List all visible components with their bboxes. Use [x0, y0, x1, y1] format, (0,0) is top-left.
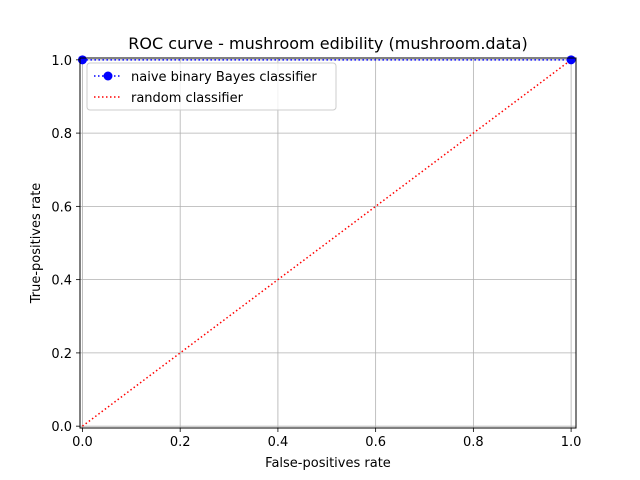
- x-tick-label: 0.8: [463, 435, 484, 450]
- legend-box: [86, 62, 337, 111]
- legend-marker-naive-bayes: [103, 71, 113, 81]
- y-tick-label: 1.0: [51, 54, 72, 69]
- legend-label-naive-bayes: naive binary Bayes classifier: [131, 70, 317, 85]
- y-tick-label: 0.4: [51, 274, 72, 289]
- x-tick-label: 0.4: [268, 435, 289, 450]
- data-point-naive-bayes: [566, 55, 576, 65]
- grid: [80, 58, 576, 428]
- y-axis-label: True-positives rate: [29, 183, 44, 305]
- y-tick-label: 0.6: [51, 200, 72, 215]
- x-tick-label: 0.2: [170, 435, 191, 450]
- y-tick-label: 0.0: [51, 420, 72, 435]
- plot-frame: [79, 57, 577, 429]
- y-tick-label: 0.2: [51, 347, 72, 362]
- x-tick-label: 1.0: [561, 435, 582, 450]
- series-line-random: [81, 59, 572, 427]
- ticks: 0.0 0.2 0.4 0.6 0.8 1.0 0.0 0.2 0.4 0.6 0.8 1.0: [51, 54, 581, 450]
- chart-title: ROC curve - mushroom edibility (mushroom…: [128, 34, 527, 53]
- x-axis-label: False-positives rate: [265, 456, 391, 471]
- y-tick-label: 0.8: [51, 127, 72, 142]
- legend: naive binary Bayes classifier random cla…: [86, 62, 337, 111]
- legend-label-random: random classifier: [131, 91, 244, 106]
- x-tick-label: 0.0: [72, 435, 93, 450]
- x-tick-label: 0.6: [365, 435, 386, 450]
